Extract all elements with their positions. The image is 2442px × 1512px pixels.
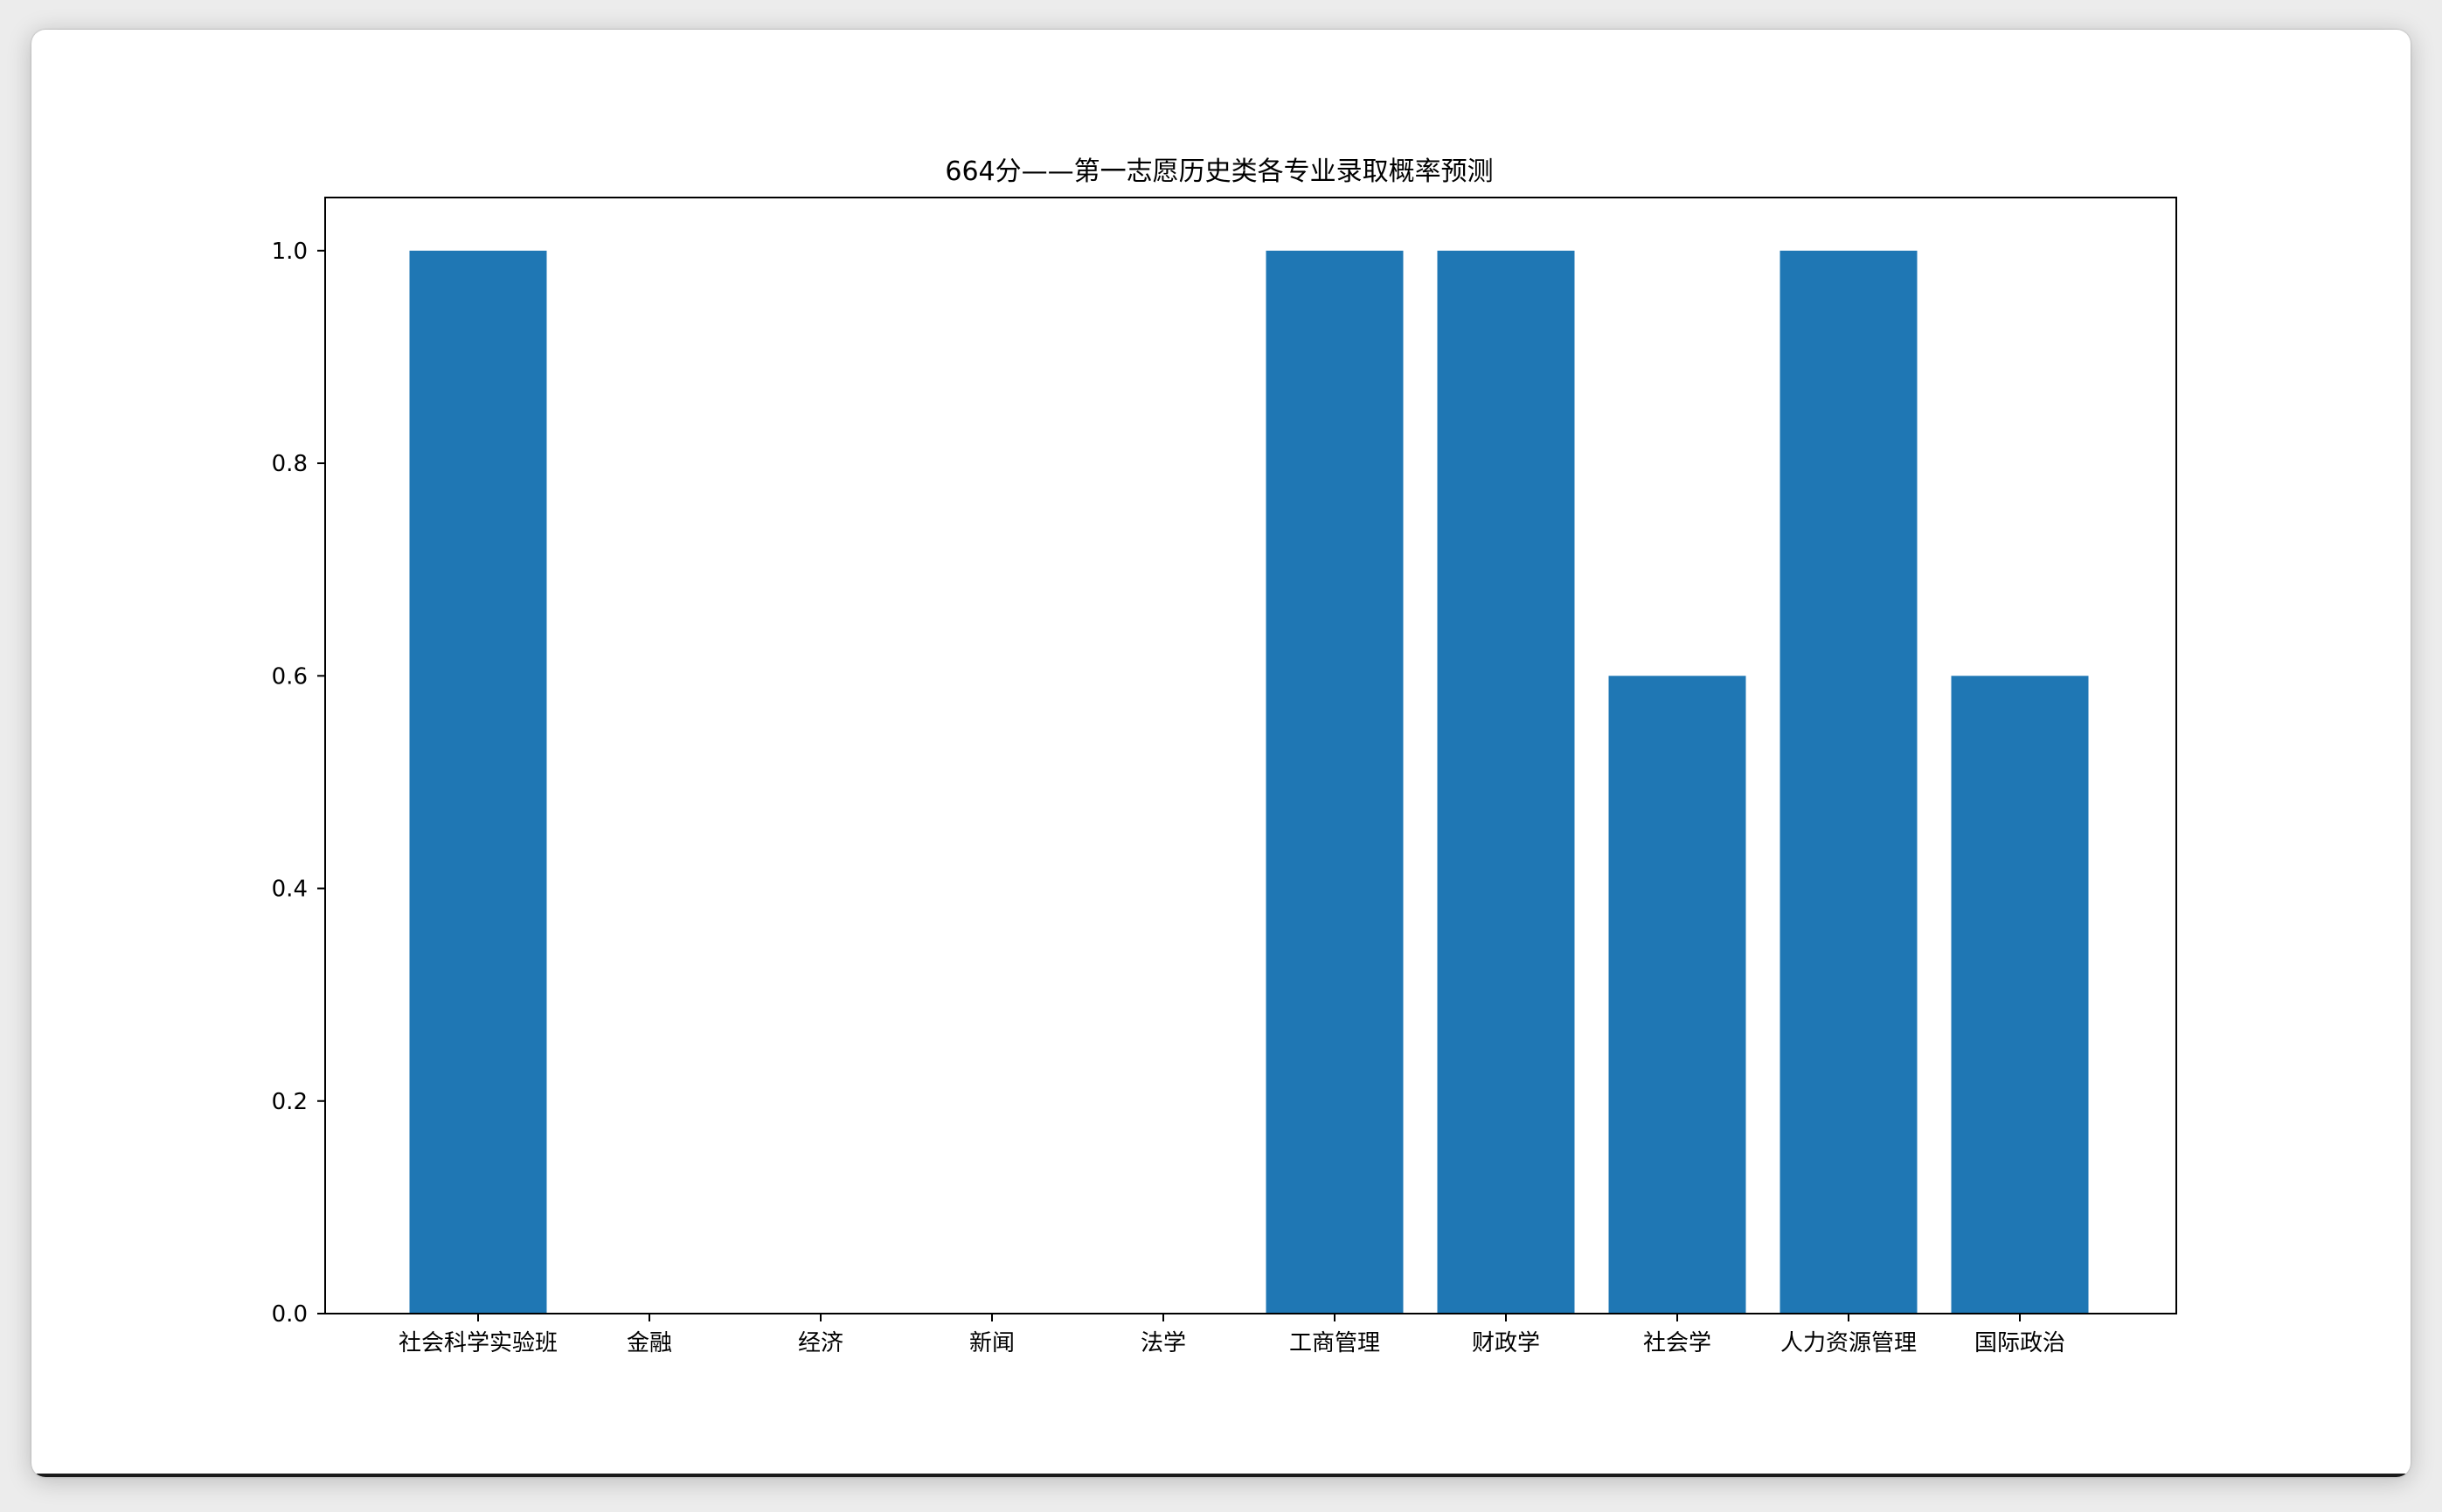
window-bottom-edge xyxy=(31,1474,2411,1477)
bar-5 xyxy=(1266,250,1404,1314)
x-tick-label-4: 法学 xyxy=(1141,1330,1186,1356)
x-tick-label-3: 新闻 xyxy=(969,1330,1015,1356)
x-tick-label-7: 社会学 xyxy=(1643,1330,1711,1356)
x-tick-label-2: 经济 xyxy=(798,1330,843,1356)
x-tick-label-1: 金融 xyxy=(627,1330,672,1356)
x-tick-label-9: 国际政治 xyxy=(1974,1330,2065,1356)
x-tick-label-0: 社会科学实验班 xyxy=(399,1330,558,1356)
bar-chart: 664分——第一志愿历史类各专业录取概率预测 0.0 0.2 0.4 0.6 0.8 1.… xyxy=(272,156,2177,1356)
bar-9 xyxy=(1951,676,2089,1314)
y-tick-label-2: 0.4 xyxy=(272,877,308,903)
chart-window: 664分——第一志愿历史类各专业录取概率预测 0.0 0.2 0.4 0.6 0.8 1.… xyxy=(31,30,2411,1477)
y-tick-label-0: 0.0 xyxy=(272,1301,308,1328)
y-tick-label-3: 0.6 xyxy=(272,663,308,690)
x-tick-label-5: 工商管理 xyxy=(1289,1330,1380,1356)
bar-6 xyxy=(1437,250,1575,1314)
bars-group xyxy=(409,250,2089,1314)
bar-7 xyxy=(1608,676,1746,1314)
bar-8 xyxy=(1779,250,1918,1314)
y-tick-label-5: 1.0 xyxy=(272,239,308,265)
y-axis: 0.0 0.2 0.4 0.6 0.8 1.0 xyxy=(272,239,325,1328)
plot-frame xyxy=(324,197,2177,1314)
y-tick-label-4: 0.8 xyxy=(272,451,308,477)
x-tick-label-8: 人力资源管理 xyxy=(1780,1330,1917,1356)
y-tick-label-1: 0.2 xyxy=(272,1089,308,1115)
x-tick-label-6: 财政学 xyxy=(1472,1330,1540,1356)
chart-title: 664分——第一志愿历史类各专业录取概率预测 xyxy=(945,156,1493,187)
bar-0 xyxy=(409,250,547,1314)
x-axis: 社会科学实验班 金融 经济 新闻 法学 工商管理 财政学 社会学 人力资源管理 国际政治 xyxy=(399,1314,2065,1356)
